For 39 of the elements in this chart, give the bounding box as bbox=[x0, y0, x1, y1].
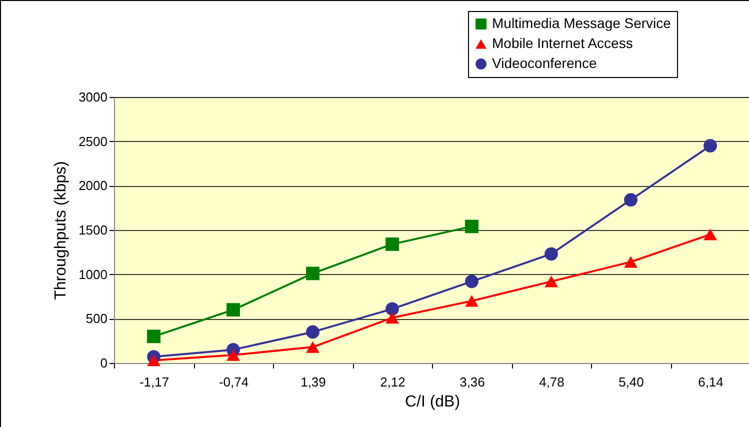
point bbox=[465, 295, 478, 307]
y-tick-label: 1000 bbox=[78, 266, 108, 282]
point bbox=[544, 276, 558, 288]
x-tick-label: 6,14 bbox=[698, 374, 724, 390]
point bbox=[306, 325, 320, 339]
point bbox=[147, 354, 160, 366]
point bbox=[226, 303, 240, 317]
y-tick-label: 1500 bbox=[78, 222, 108, 238]
x-tick-label: 1,39 bbox=[300, 374, 326, 390]
legend-label: Mobile Internet Access bbox=[492, 35, 633, 51]
x-tick-label: 4,78 bbox=[539, 374, 564, 390]
point bbox=[704, 228, 717, 240]
y-tick-label: 3000 bbox=[78, 90, 108, 104]
point bbox=[624, 256, 638, 268]
x-tick-label: 5,40 bbox=[618, 374, 644, 390]
point bbox=[386, 312, 399, 324]
point bbox=[465, 274, 478, 288]
point bbox=[147, 330, 160, 344]
y-axis-title: Throughputs (kbps) bbox=[52, 161, 70, 300]
point bbox=[704, 139, 717, 152]
x-tick-label: -1,17 bbox=[139, 374, 170, 390]
y-tick-label: 500 bbox=[86, 311, 108, 326]
point bbox=[226, 349, 240, 361]
x-tick-label: -0,74 bbox=[218, 374, 249, 390]
point bbox=[624, 193, 638, 207]
point bbox=[465, 220, 478, 234]
legend-label: Multimedia Message Service bbox=[492, 15, 672, 31]
point bbox=[544, 247, 558, 261]
y-tick-label: 2500 bbox=[78, 134, 108, 149]
y-tick-label: 0 bbox=[100, 356, 108, 370]
point bbox=[386, 302, 399, 316]
x-axis-title: C/I (dB) bbox=[404, 394, 460, 410]
point bbox=[306, 266, 320, 280]
legend-label: Videoconference bbox=[492, 55, 598, 71]
point bbox=[386, 237, 399, 251]
y-tick-label: 2000 bbox=[78, 178, 108, 194]
x-tick-label: 2,12 bbox=[380, 374, 406, 390]
x-tick-label: 3,36 bbox=[460, 374, 485, 390]
point bbox=[306, 341, 320, 353]
